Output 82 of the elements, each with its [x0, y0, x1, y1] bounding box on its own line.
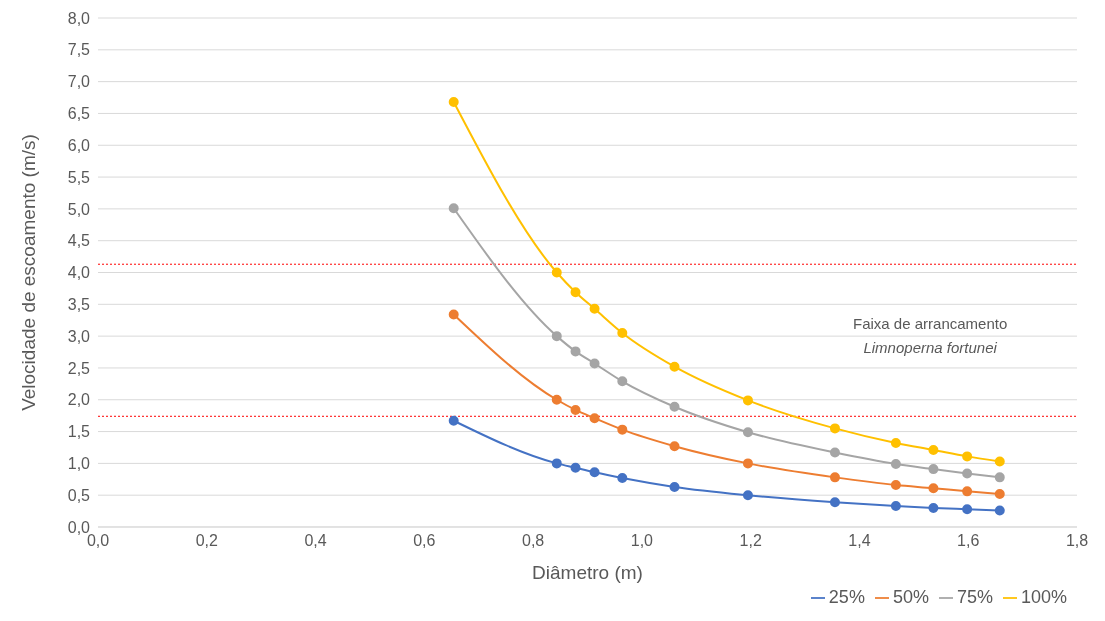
point — [994, 472, 1005, 483]
point — [551, 267, 562, 278]
y-tick-label: 1,5 — [67, 423, 91, 441]
point — [448, 203, 459, 214]
point — [448, 309, 459, 320]
point — [742, 427, 753, 438]
y-tick-label: 2,5 — [67, 359, 91, 377]
point — [928, 483, 939, 494]
y-tick-label: 6,5 — [67, 105, 91, 123]
y-tick-label: 1,0 — [67, 455, 91, 473]
point — [890, 438, 901, 449]
point — [551, 458, 562, 469]
point — [890, 480, 901, 491]
point — [994, 505, 1005, 516]
point — [962, 468, 973, 479]
y-tick-label: 7,0 — [67, 73, 91, 91]
x-tick-label: 1,6 — [957, 532, 980, 550]
x-tick-label: 0,6 — [413, 532, 436, 550]
x-tick-label: 1,2 — [739, 532, 762, 550]
point — [962, 504, 973, 515]
y-tick-label: 7,5 — [67, 41, 91, 59]
point — [617, 424, 628, 435]
point — [890, 459, 901, 470]
point — [617, 376, 628, 387]
legend-label: 100% — [1020, 587, 1067, 607]
point — [551, 394, 562, 405]
point — [742, 395, 753, 406]
point — [829, 423, 840, 434]
y-tick-label: 3,5 — [67, 295, 91, 313]
x-tick-label: 0,8 — [521, 532, 545, 550]
point — [669, 401, 680, 412]
point — [742, 490, 753, 501]
point — [928, 502, 939, 513]
y-tick-label: 3,0 — [67, 327, 91, 345]
y-tick-label: 4,5 — [67, 232, 91, 250]
point — [617, 327, 628, 338]
legend-label: 75% — [956, 587, 993, 607]
point — [448, 96, 459, 107]
y-axis-title: Velocidade de escoamento (m/s) — [17, 134, 39, 411]
y-tick-label: 6,0 — [67, 136, 91, 154]
x-tick-label: 0,4 — [304, 532, 327, 550]
point — [962, 451, 973, 462]
legend-label: 25% — [828, 587, 865, 607]
point — [928, 464, 939, 475]
y-tick-label: 5,5 — [67, 168, 91, 186]
legend-label: 50% — [892, 587, 929, 607]
point — [448, 415, 459, 426]
point — [551, 331, 562, 342]
x-tick-label: 0,0 — [86, 532, 110, 550]
point — [570, 404, 581, 415]
y-tick-label: 2,0 — [67, 391, 91, 409]
y-tick-label: 5,0 — [67, 200, 91, 218]
point — [994, 456, 1005, 467]
point — [890, 501, 901, 511]
point — [829, 497, 840, 508]
point — [589, 413, 600, 424]
point — [742, 458, 753, 469]
x-tick-label: 1,4 — [848, 532, 871, 550]
point — [570, 462, 581, 473]
point — [928, 445, 939, 456]
point — [829, 447, 840, 458]
point — [829, 472, 840, 483]
x-tick-label: 0,2 — [195, 532, 218, 550]
point — [617, 473, 628, 484]
point — [994, 488, 1005, 499]
point — [669, 441, 680, 452]
point — [589, 467, 600, 478]
x-tick-label: 1,8 — [1065, 532, 1089, 550]
point — [589, 303, 600, 314]
x-tick-label: 1,0 — [630, 532, 654, 550]
point — [589, 358, 600, 369]
y-tick-label: 4,0 — [67, 264, 91, 282]
annotation: Faixa de arrancamento — [853, 314, 1008, 332]
point — [669, 361, 680, 372]
point — [570, 287, 581, 298]
y-tick-label: 8,0 — [67, 9, 91, 27]
point — [962, 486, 973, 497]
x-axis-title: Diâmetro (m) — [532, 562, 643, 583]
point — [669, 481, 680, 492]
y-tick-label: 0,5 — [67, 486, 91, 504]
annotation: Limnoperna fortunei — [863, 338, 997, 356]
point — [570, 346, 581, 357]
